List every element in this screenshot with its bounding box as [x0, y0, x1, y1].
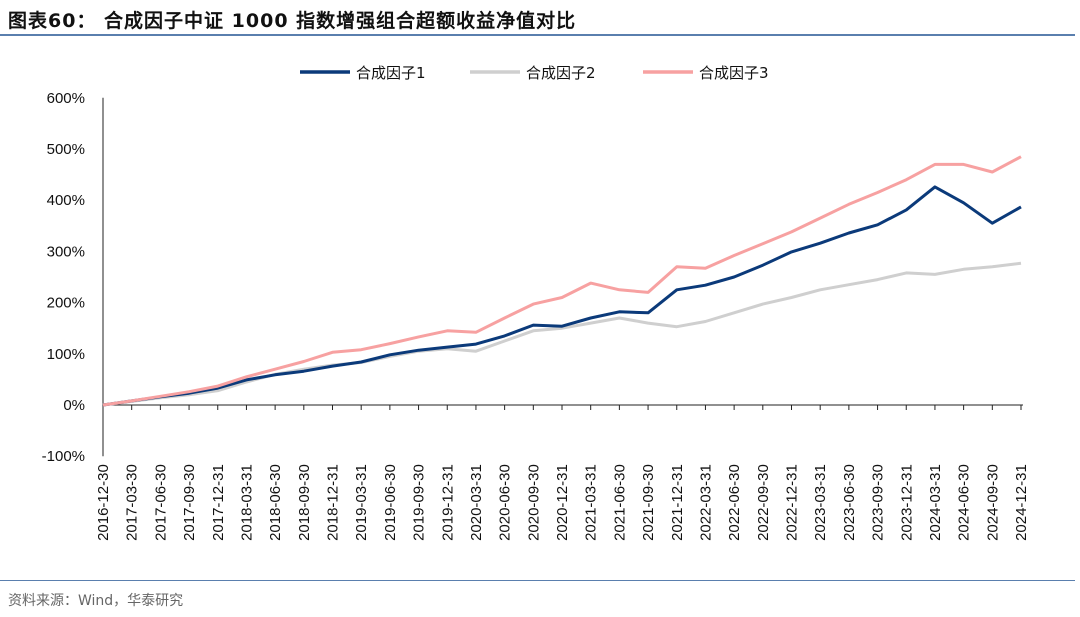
y-tick-label: 600%	[47, 90, 85, 107]
y-tick-label: -100%	[42, 448, 85, 465]
series-line-3	[102, 155, 1022, 407]
series-line-1	[102, 185, 1022, 407]
x-tick-label: 2016-12-30	[95, 464, 112, 541]
x-tick-label: 2021-09-30	[640, 464, 657, 541]
x-tick-label: 2019-12-31	[439, 464, 456, 541]
x-tick-label: 2024-03-31	[927, 464, 944, 541]
x-tick-label: 2017-09-30	[181, 464, 198, 541]
x-tick-label: 2022-06-30	[726, 464, 743, 541]
legend-label-2: 合成因子2	[526, 64, 596, 82]
y-tick-label: 0%	[63, 397, 85, 414]
x-axis: 2016-12-30 2017-03-30 2017-06-30 2017-09-30…	[95, 404, 1030, 541]
x-tick-label: 2020-06-30	[497, 464, 514, 541]
x-tick-label: 2017-06-30	[152, 464, 169, 541]
x-tick-label: 2021-03-31	[583, 464, 600, 541]
x-tick-label: 2023-09-30	[870, 464, 887, 541]
y-tick-label: 300%	[47, 243, 85, 260]
chart-title: 图表60： 合成因子中证 1000 指数增强组合超额收益净值对比	[8, 10, 577, 32]
title-divider	[0, 34, 1075, 36]
x-tick-label: 2023-12-31	[898, 464, 915, 541]
x-tick-label: 2022-03-31	[697, 464, 714, 541]
legend: 合成因子1 合成因子2 合成因子3	[300, 64, 769, 82]
x-tick-label: 2023-06-30	[841, 464, 858, 541]
x-tick-label: 2024-12-31	[1013, 464, 1030, 541]
series-lines	[102, 155, 1022, 407]
x-tick-label: 2017-03-30	[124, 464, 141, 541]
footer-divider	[0, 580, 1075, 581]
x-tick-label: 2018-06-30	[267, 464, 284, 541]
legend-label-3: 合成因子3	[699, 64, 769, 82]
x-tick-label: 2018-09-30	[296, 464, 313, 541]
x-tick-label: 2017-12-31	[210, 464, 227, 541]
x-tick-label: 2020-09-30	[525, 464, 542, 541]
x-tick-label: 2019-03-31	[353, 464, 370, 541]
series-line-2	[102, 261, 1022, 407]
x-tick-label: 2020-12-31	[554, 464, 571, 541]
x-tick-label: 2018-12-31	[325, 464, 342, 541]
x-tick-label: 2021-12-31	[669, 464, 686, 541]
y-tick-label: 100%	[47, 346, 85, 363]
line-chart: 合成因子1 合成因子2 合成因子3 -100% 0% 100% 200% 300% 400% 5…	[42, 64, 1030, 541]
x-tick-label: 2022-09-30	[755, 464, 772, 541]
y-tick-label: 200%	[47, 295, 85, 312]
x-tick-label: 2024-09-30	[984, 464, 1001, 541]
x-tick-label: 2022-12-31	[784, 464, 801, 541]
y-tick-label: 400%	[47, 192, 85, 209]
x-tick-label: 2023-03-31	[812, 464, 829, 541]
x-tick-label: 2024-06-30	[956, 464, 973, 541]
x-tick-label: 2021-06-30	[611, 464, 628, 541]
y-axis: -100% 0% 100% 200% 300% 400% 500% 600%	[42, 90, 104, 465]
x-tick-label: 2019-06-30	[382, 464, 399, 541]
x-tick-label: 2020-03-31	[468, 464, 485, 541]
x-tick-label: 2018-03-31	[238, 464, 255, 541]
x-tick-label: 2019-09-30	[411, 464, 428, 541]
legend-label-1: 合成因子1	[356, 64, 426, 82]
source-note: 资料来源：Wind，华泰研究	[8, 593, 184, 609]
y-tick-label: 500%	[47, 141, 85, 158]
